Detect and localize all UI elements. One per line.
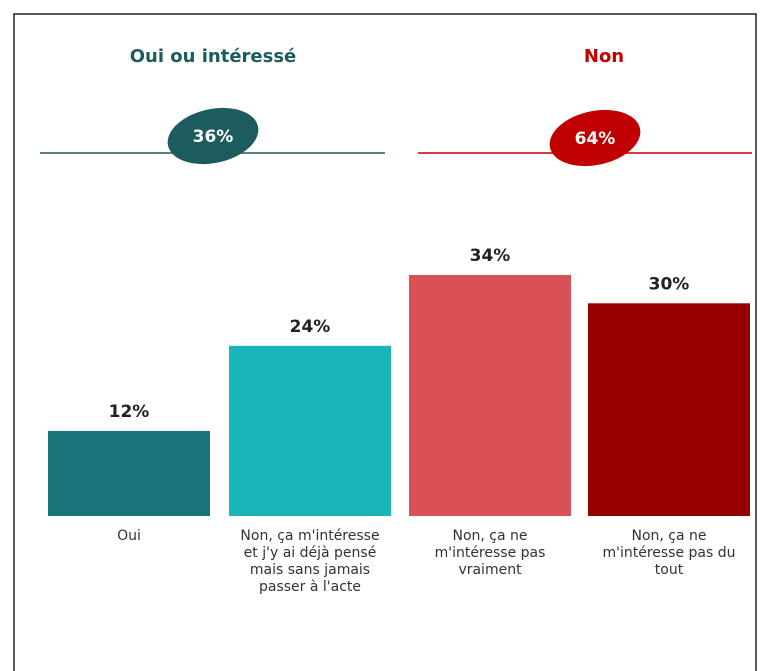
category-label: Non, ça ne m'intéresse pas du tout bbox=[602, 528, 736, 578]
group-value: 64% bbox=[575, 129, 616, 149]
value-label: 12% bbox=[109, 402, 150, 422]
group-title: Non bbox=[584, 46, 624, 67]
value-label: 34% bbox=[470, 246, 511, 266]
bar bbox=[48, 430, 210, 516]
group-title: Oui ou intéressé bbox=[130, 46, 297, 67]
value-label: 30% bbox=[649, 274, 690, 294]
bar bbox=[229, 345, 391, 516]
category-label: Non, ça ne m'intéresse pas vraiment bbox=[434, 528, 546, 578]
bar bbox=[409, 274, 571, 516]
group-value: 36% bbox=[193, 127, 234, 147]
bar bbox=[588, 303, 750, 516]
value-label: 24% bbox=[290, 317, 331, 337]
group-badge bbox=[167, 107, 259, 165]
category-label: Oui bbox=[117, 528, 141, 544]
category-label: Non, ça m'intéresse et j'y ai déjà pensé… bbox=[240, 528, 380, 595]
group-badge bbox=[549, 109, 641, 167]
frame bbox=[13, 13, 757, 671]
